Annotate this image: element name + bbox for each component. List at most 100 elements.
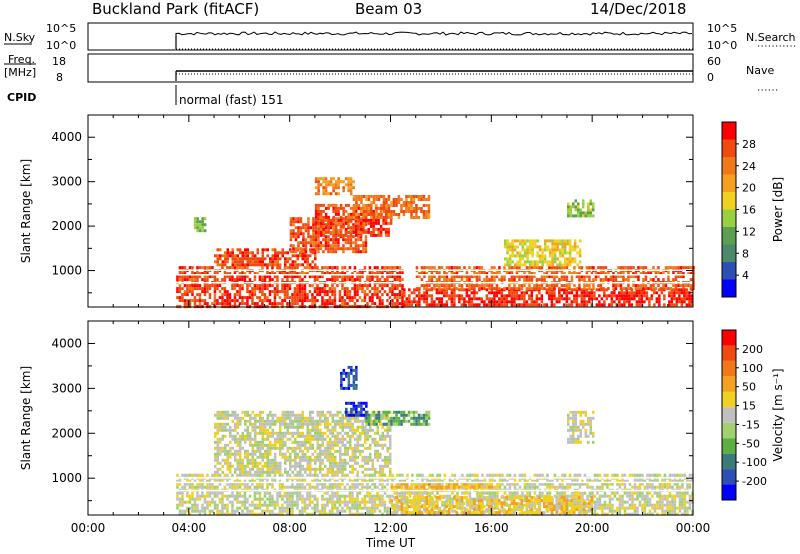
data-cell-0-3	[684, 266, 688, 270]
data-cell-0-0	[201, 299, 204, 303]
data-cell-0-0	[213, 278, 217, 282]
data-cell-0-1	[603, 294, 606, 298]
data-cell-0-7	[375, 210, 378, 213]
data-cell-1-0	[618, 485, 622, 489]
data-cell-1-0	[423, 500, 427, 504]
data-cell-0-0	[346, 278, 349, 282]
data-cell-0-9	[526, 254, 529, 258]
data-cell-0-2	[465, 284, 469, 288]
data-cell-0-9	[518, 251, 522, 255]
data-cell-0-1	[453, 303, 456, 307]
data-cell-1-0	[201, 506, 204, 510]
data-cell-1-0	[223, 503, 227, 507]
data-cell-0-0	[331, 275, 334, 279]
data-cell-0-8	[324, 189, 328, 193]
data-cell-1-0	[623, 512, 627, 516]
data-cell-0-5	[364, 250, 368, 254]
data-cell-0-1	[458, 297, 461, 301]
data-cell-1-0	[443, 503, 447, 507]
data-cell-0-1	[598, 303, 601, 307]
data-cell-0-2	[480, 284, 484, 288]
data-cell-0-0	[298, 272, 302, 276]
data-cell-1-0	[451, 479, 454, 483]
data-cell-0-3	[669, 287, 673, 291]
data-cell-0-3	[649, 287, 653, 291]
data-cell-0-3	[622, 287, 625, 291]
data-cell-0-0	[233, 293, 237, 297]
data-cell-0-1	[530, 300, 534, 304]
data-cell-0-0	[368, 296, 372, 300]
data-cell-0-2	[460, 278, 464, 282]
data-cell-0-3	[637, 278, 640, 282]
data-cell-0-7	[382, 201, 386, 204]
data-cell-0-0	[208, 296, 212, 300]
data-cell-0-0	[283, 284, 287, 288]
data-cell-0-2	[550, 275, 554, 279]
data-cell-1-0	[216, 512, 219, 516]
data-cell-1-0	[611, 509, 614, 513]
data-cell-0-2	[423, 272, 426, 276]
data-cell-0-1	[573, 300, 576, 304]
data-cell-0-3	[674, 284, 678, 288]
data-cell-0-2	[465, 275, 469, 279]
data-cell-0-0	[191, 275, 194, 279]
data-cell-1-0	[176, 506, 179, 510]
data-cell-0-10	[589, 202, 592, 206]
data-cell-0-5	[344, 238, 348, 242]
data-cell-0-5	[324, 247, 328, 251]
data-cell-0-5	[327, 235, 330, 239]
data-cell-0-3	[642, 266, 645, 270]
data-cell-1-0	[311, 479, 314, 483]
data-cell-0-1	[598, 288, 601, 292]
data-cell-0-0	[343, 299, 347, 303]
data-cell-0-1	[518, 297, 521, 301]
data-cell-1-0	[466, 479, 469, 483]
data-cell-0-0	[301, 290, 304, 294]
data-cell-1-0	[533, 482, 537, 486]
data-cell-1-0	[403, 512, 407, 516]
data-cell-0-7	[395, 213, 398, 216]
data-cell-0-2	[468, 278, 471, 282]
data-cell-0-3	[684, 284, 688, 288]
data-cell-1-0	[493, 494, 497, 498]
data-cell-0-1	[583, 300, 586, 304]
data-cell-1-0	[306, 473, 309, 477]
data-cell-0-6	[349, 215, 353, 219]
data-cell-0-1	[510, 294, 514, 298]
data-cell-0-3	[637, 287, 640, 291]
data-cell-0-4	[216, 260, 219, 264]
data-cell-0-10	[567, 202, 570, 206]
data-cell-0-2	[503, 278, 506, 282]
data-cell-0-4	[224, 254, 227, 258]
data-cell-0-0	[286, 293, 289, 297]
data-cell-0-6	[359, 221, 363, 225]
data-cell-0-0	[361, 284, 364, 288]
data-cell-0-2	[453, 275, 456, 279]
data-cell-1-0	[188, 473, 192, 477]
data-cell-0-1	[610, 297, 614, 301]
data-cell-0-2	[530, 278, 534, 282]
data-cell-0-4	[269, 257, 272, 261]
data-cell-0-1	[628, 297, 631, 301]
data-cell-1-0	[181, 503, 184, 507]
data-cell-0-0	[188, 284, 192, 288]
data-cell-0-0	[241, 302, 244, 306]
data-cell-0-1	[545, 288, 549, 292]
data-cell-0-1	[483, 300, 486, 304]
data-cell-0-5	[337, 241, 340, 245]
data-cell-1-0	[196, 506, 199, 510]
data-cell-0-0	[278, 290, 282, 294]
data-cell-0-0	[323, 284, 327, 288]
data-cell-1-0	[208, 512, 212, 516]
data-cell-1-0	[233, 494, 237, 498]
data-cell-1-0	[361, 479, 364, 483]
data-cell-1-0	[378, 509, 382, 513]
data-cell-1-0	[213, 485, 217, 489]
data-cell-1-0	[248, 473, 252, 477]
data-cell-0-0	[311, 296, 314, 300]
data-cell-0-1	[498, 291, 501, 295]
data-cell-0-0	[391, 275, 394, 279]
data-cell-0-6	[374, 227, 378, 231]
data-cell-0-9	[568, 248, 572, 252]
data-cell-1-0	[363, 500, 367, 504]
